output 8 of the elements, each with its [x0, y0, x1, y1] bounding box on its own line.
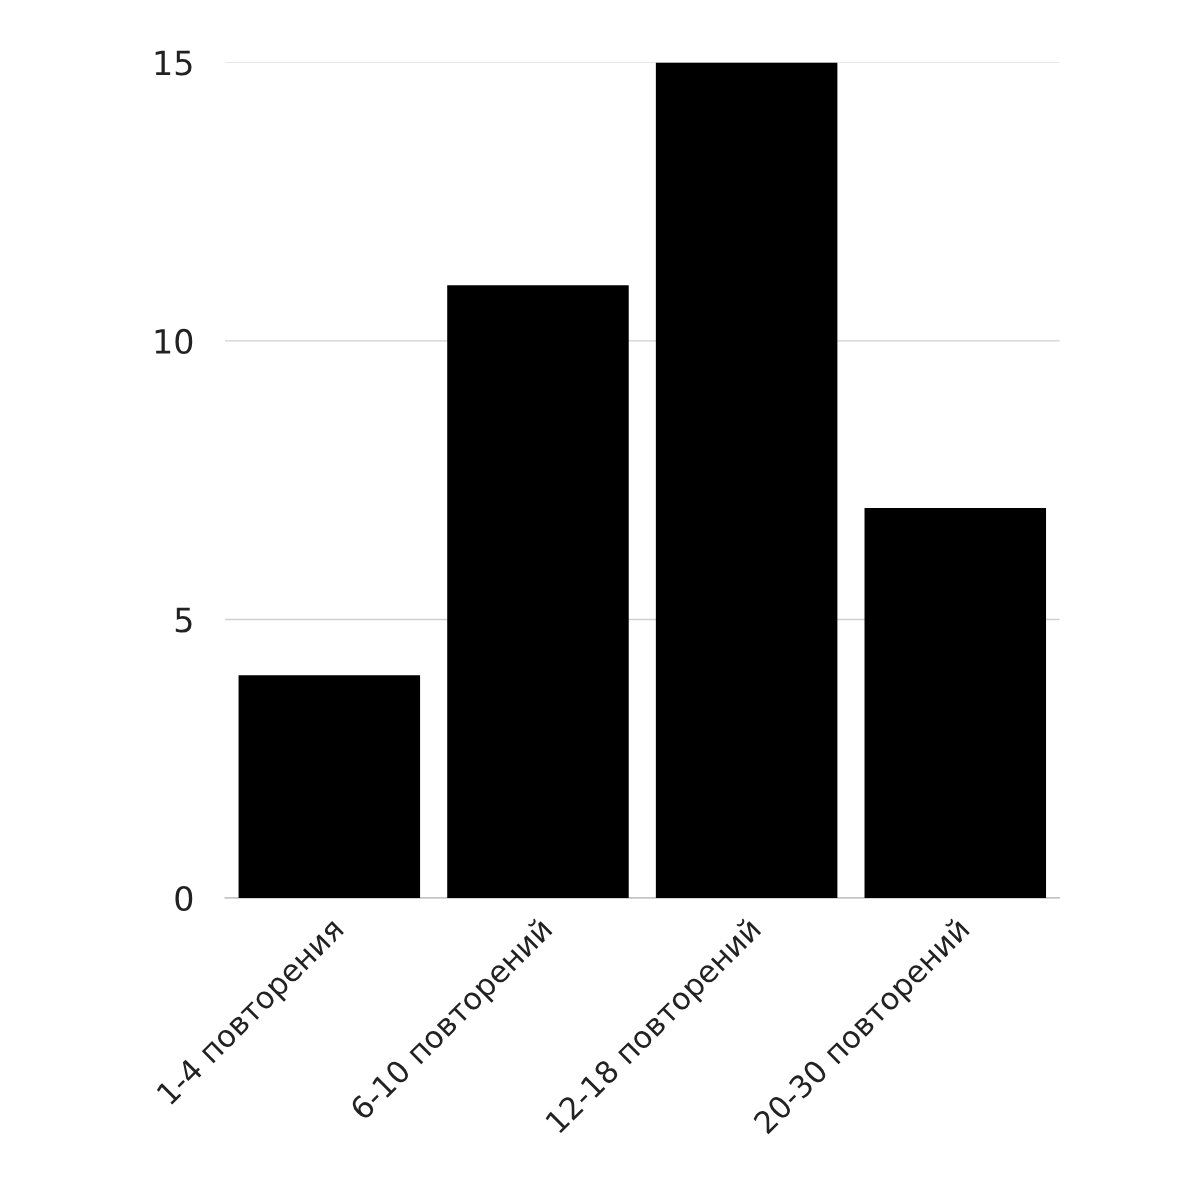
y-tick-label: 15 — [155, 50, 192, 76]
bar — [447, 285, 629, 898]
bar — [655, 62, 838, 898]
y-tick-label: 5 — [175, 607, 192, 633]
bar — [864, 508, 1047, 898]
y-tick-label: 0 — [175, 885, 193, 912]
y-tick-label: 10 — [155, 328, 193, 355]
bar — [238, 675, 421, 898]
